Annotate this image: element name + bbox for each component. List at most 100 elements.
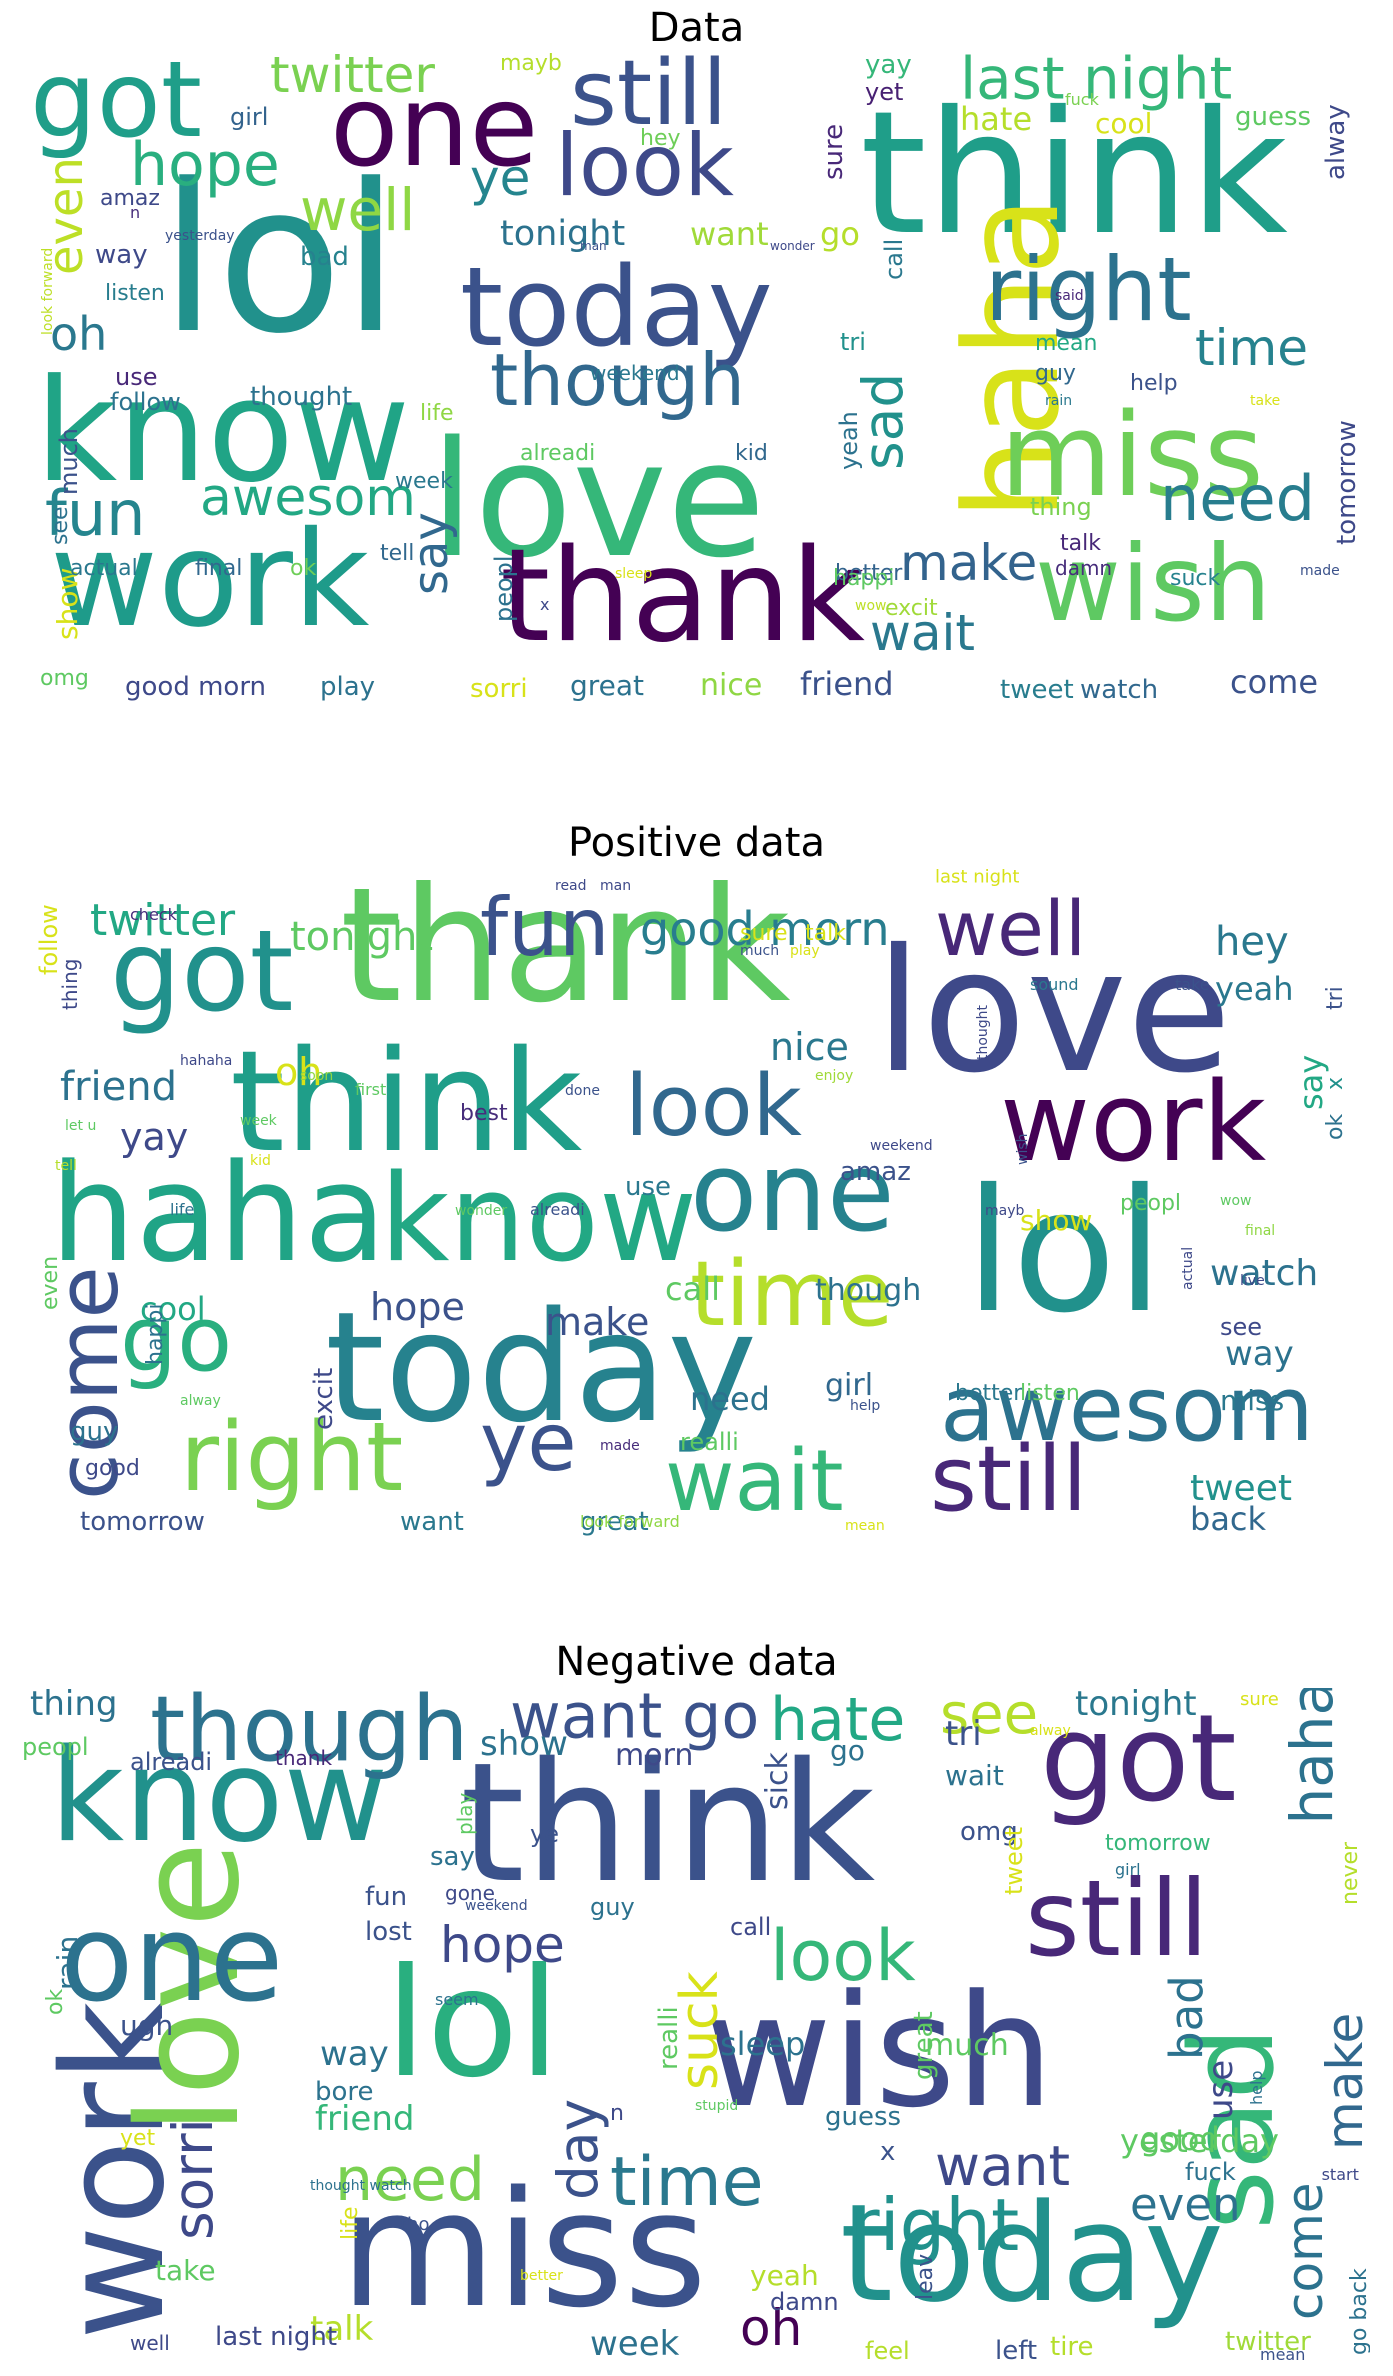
word-see: see bbox=[48, 506, 73, 545]
word-sad: sad bbox=[851, 373, 915, 470]
word-way: way bbox=[1225, 1334, 1294, 1374]
word-twitter: twitter bbox=[90, 895, 236, 946]
word-tho: tho bbox=[400, 2214, 429, 2235]
word-talk: talk bbox=[1060, 531, 1101, 556]
word-much: much bbox=[55, 428, 83, 495]
word-fuck: fuck bbox=[1065, 90, 1100, 109]
word-mean: mean bbox=[1260, 2345, 1305, 2364]
word-love: love bbox=[108, 1841, 271, 2135]
word-sleep: sleep bbox=[720, 2025, 805, 2063]
word-lol: lol bbox=[385, 1937, 560, 2111]
word-x: x bbox=[880, 2137, 895, 2167]
word-miss: miss bbox=[1000, 389, 1264, 523]
word-oh: oh bbox=[740, 2299, 802, 2357]
word-ok: ok bbox=[43, 1989, 68, 2015]
word-fun: fun bbox=[365, 1882, 407, 1912]
word-yet: yet bbox=[120, 2126, 156, 2151]
panel-title-positive: Positive data bbox=[567, 820, 825, 866]
word-think: think bbox=[460, 1727, 876, 1919]
word-well: well bbox=[130, 2331, 170, 2355]
word-thought: thought bbox=[250, 382, 352, 412]
word-week: week bbox=[395, 469, 453, 494]
word-never: never bbox=[1338, 1841, 1363, 1905]
word-alreadi: alreadi bbox=[530, 1200, 585, 1219]
word-hey: hey bbox=[640, 126, 681, 151]
word-thing: thing bbox=[30, 1688, 117, 1724]
word-much: much bbox=[740, 943, 779, 959]
word-oh: oh bbox=[50, 307, 107, 361]
word-cloud-data: lol think love know work thank haha today got one… bbox=[22, 52, 1370, 724]
word-bad: bad bbox=[1160, 1975, 1213, 2060]
word-thing: thing bbox=[1030, 493, 1092, 521]
word-show: show bbox=[480, 1724, 568, 1764]
word-wow: wow bbox=[1220, 1193, 1251, 1209]
word-ugh: ugh bbox=[120, 2009, 173, 2042]
word-haha: haha bbox=[50, 1135, 387, 1292]
word-week: week bbox=[240, 1113, 278, 1129]
word-hahaha: hahaha bbox=[180, 1053, 232, 1069]
word-though: though bbox=[815, 1273, 921, 1308]
word-nice: nice bbox=[770, 1025, 849, 1069]
word-bad: bad bbox=[300, 242, 349, 272]
word-time: time bbox=[1195, 319, 1308, 377]
word-one: one bbox=[60, 1890, 283, 2029]
word-want: want bbox=[935, 2134, 1070, 2198]
word-kid: kid bbox=[735, 441, 768, 466]
word-girl: girl bbox=[1115, 1860, 1141, 1879]
word-show: show bbox=[1020, 1204, 1092, 1237]
word-help: help bbox=[850, 1398, 880, 1414]
word-actual: actual bbox=[70, 556, 138, 581]
word-first: first bbox=[355, 1080, 386, 1099]
word-realli: realli bbox=[680, 1428, 739, 1456]
word-tire: tire bbox=[1050, 2332, 1094, 2362]
word-got: got bbox=[1040, 1690, 1237, 1829]
word-watch: watch bbox=[1210, 1253, 1318, 1294]
word-see: see bbox=[940, 1688, 1038, 1747]
word-weekend: weekend bbox=[870, 1138, 933, 1154]
word-got: got bbox=[30, 52, 202, 161]
word-show: show bbox=[51, 568, 84, 640]
word-wonder: wonder bbox=[455, 1203, 507, 1219]
word-look: look bbox=[770, 1915, 916, 1997]
word-good: good bbox=[1140, 2120, 1220, 2158]
word-damn: damn bbox=[1055, 556, 1112, 580]
word-work: work bbox=[1000, 1058, 1266, 1186]
word-follow: follow bbox=[110, 388, 181, 416]
word-sure: sure bbox=[819, 124, 849, 180]
word-suck: suck bbox=[670, 1971, 730, 2090]
word-call: call bbox=[880, 239, 908, 280]
word-make: make bbox=[545, 1300, 649, 1344]
word-happi: happi bbox=[833, 566, 894, 591]
word-love: love bbox=[875, 913, 1231, 1111]
word-amaz: amaz bbox=[840, 1157, 911, 1187]
word-come: come bbox=[1230, 663, 1318, 701]
word-need: need bbox=[335, 2145, 485, 2215]
word-sad: sad bbox=[1166, 2027, 1300, 2230]
word-thank: thank bbox=[275, 1746, 332, 1770]
word-good: good bbox=[85, 1456, 140, 1481]
word-need: need bbox=[690, 1380, 770, 1418]
word-one: one bbox=[690, 1128, 895, 1256]
word-wish: wish bbox=[705, 1961, 1054, 2142]
word-wait: wait bbox=[870, 604, 975, 662]
word-n: n bbox=[130, 203, 140, 222]
word-good-morn: good morn bbox=[640, 902, 890, 956]
word-come: come bbox=[1276, 2182, 1334, 2320]
word-n: n bbox=[610, 2101, 624, 2126]
word-enjoy: enjoy bbox=[815, 1068, 853, 1084]
word-tonight: tonight bbox=[500, 214, 625, 254]
word-time: time bbox=[610, 2143, 764, 2222]
word-friend: friend bbox=[60, 1064, 177, 1110]
word-tell: tell bbox=[55, 1158, 77, 1174]
word-gone: gone bbox=[445, 1881, 495, 1905]
word-great: great bbox=[909, 2011, 939, 2080]
word-read: read bbox=[555, 878, 587, 894]
word-last-night: last night bbox=[215, 2322, 337, 2352]
word-wonder: wonder bbox=[770, 239, 815, 253]
word-see: see bbox=[1220, 1313, 1262, 1341]
word-made: made bbox=[1300, 563, 1340, 579]
word-well: well bbox=[935, 884, 1086, 973]
word-tri: tri bbox=[840, 328, 866, 356]
word-final: final bbox=[195, 556, 242, 581]
word-friend: friend bbox=[800, 665, 894, 703]
